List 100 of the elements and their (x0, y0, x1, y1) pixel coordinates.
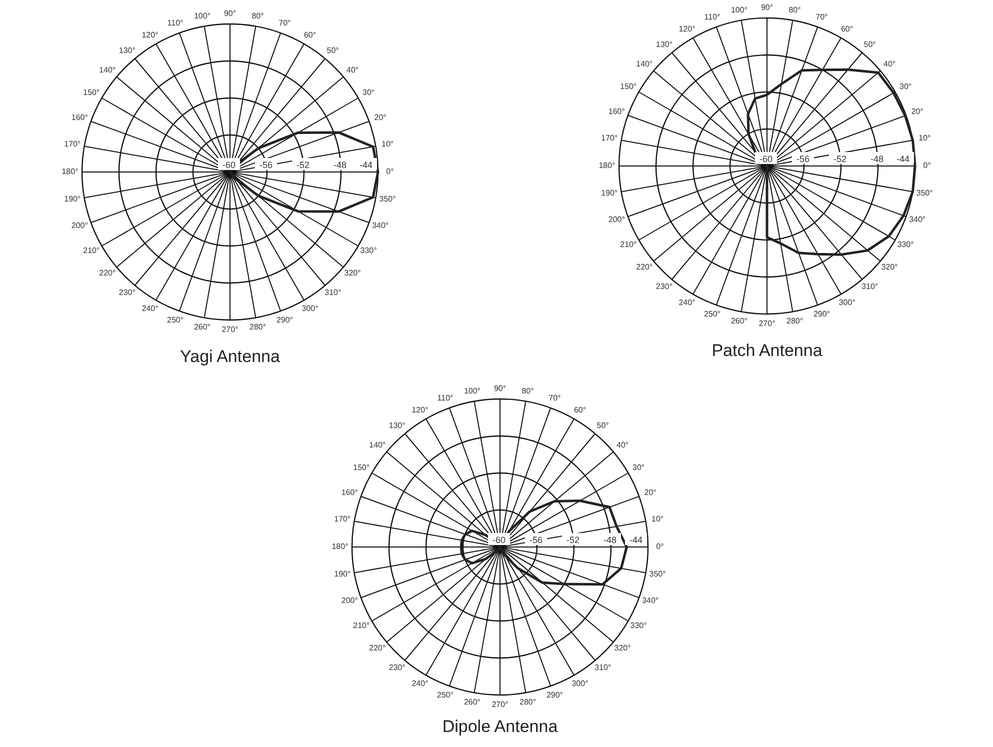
y-tick-label: -48 (333, 160, 347, 170)
spoke-label: 280° (520, 698, 536, 707)
spoke-label: 10° (652, 514, 664, 524)
y-tick-label: -60 (222, 160, 236, 170)
spoke-label: 0° (656, 542, 664, 552)
spoke-label: 240° (412, 678, 428, 688)
spoke-label: 140° (636, 60, 653, 69)
spoke-label: 130° (118, 46, 136, 56)
spoke-label: 10° (382, 140, 394, 149)
spoke-label: 300° (838, 298, 856, 307)
spoke-label: 320° (881, 262, 898, 272)
spoke-label: 100° (730, 6, 748, 15)
spoke-label: 320° (344, 268, 361, 278)
spoke-label: 270° (492, 700, 508, 710)
spoke-label: 150° (620, 82, 637, 92)
text: Dipole Antenna (442, 717, 558, 736)
spoke-label: 0° (386, 167, 394, 176)
spoke-label: 240° (142, 304, 158, 313)
y-tick-label: -48 (870, 154, 884, 164)
y-tick-label: -52 (296, 160, 310, 170)
spoke-label: 280° (786, 316, 804, 326)
spoke-label: 230° (118, 288, 136, 298)
spoke-label: 200° (608, 215, 625, 224)
spoke-label: 350° (916, 188, 933, 198)
spoke-label: 270° (222, 325, 238, 334)
spoke-label: 20° (911, 107, 924, 116)
spoke-label: 290° (546, 690, 563, 700)
spoke-label: 160° (341, 488, 358, 498)
spoke-label: 300° (572, 678, 588, 688)
spoke-label: 110° (437, 394, 454, 403)
spoke-label: 170° (601, 134, 618, 143)
y-tick-label: -44 (629, 535, 643, 545)
spoke-label: 330° (360, 246, 377, 256)
y-tick-label: -60 (759, 154, 773, 164)
spoke-label: 220° (369, 644, 386, 653)
spoke-label: 170° (64, 140, 81, 149)
spoke-label: 310° (324, 288, 342, 298)
spoke-label: 160° (608, 107, 625, 116)
spoke-label: 60° (304, 30, 316, 40)
y-tick-label: -56 (529, 535, 543, 545)
y-tick-label: -52 (833, 154, 847, 164)
y-tick-label: -44 (896, 154, 910, 164)
spoke-label: 30° (362, 88, 375, 98)
spoke-label: 300° (302, 304, 318, 313)
spoke-label: 340° (372, 221, 389, 230)
spoke-label: 100° (194, 12, 210, 21)
spoke-label: 50° (596, 421, 609, 430)
spoke-label: 250° (167, 316, 184, 325)
spoke-label: 170° (334, 514, 351, 524)
spoke-label: 310° (862, 282, 878, 292)
spoke-label: 260° (730, 316, 748, 326)
spoke-label: 340° (909, 215, 926, 224)
spoke-label: 250° (437, 690, 454, 700)
spoke-label: 0° (923, 161, 931, 170)
spoke-label: 80° (788, 6, 801, 15)
y-tick-label: -56 (259, 160, 273, 170)
y-tick-label: -44 (359, 160, 373, 170)
spoke-label: 260° (194, 322, 210, 332)
spoke-label: 190° (601, 188, 618, 198)
spoke-label: 90° (494, 384, 506, 394)
spoke-label: 350° (379, 194, 396, 204)
spoke-label: 130° (656, 40, 672, 50)
spoke-label: 70° (278, 18, 291, 28)
spoke-label: 330° (630, 621, 647, 630)
spoke-label: 280° (250, 322, 266, 332)
spoke-label: 200° (71, 221, 88, 230)
spoke-label: 60° (574, 405, 586, 414)
spoke-label: 30° (632, 463, 645, 472)
spoke-label: 120° (678, 24, 696, 34)
spoke-label: 140° (369, 440, 386, 450)
spoke-label: 310° (594, 663, 612, 672)
spoke-label: 130° (388, 421, 406, 430)
spoke-label: 10° (918, 134, 931, 143)
spoke-label: 190° (334, 570, 351, 579)
spoke-label: 120° (142, 30, 158, 40)
spoke-label: 180° (332, 542, 348, 552)
y-tick-label: -60 (492, 535, 506, 545)
spoke-label: 20° (374, 113, 386, 122)
spoke-label: 290° (276, 316, 293, 325)
spoke-label: 210° (353, 621, 370, 630)
spoke-label: 160° (71, 113, 88, 122)
spoke-label: 90° (760, 3, 774, 12)
spoke-label: 230° (388, 663, 406, 672)
spoke-label: 340° (642, 596, 659, 606)
text: Patch Antenna (712, 341, 823, 360)
spoke-label: 70° (816, 12, 828, 22)
spoke-label: 120° (412, 405, 428, 414)
spoke-label: 180° (62, 167, 78, 176)
spoke-label: 90° (224, 9, 236, 18)
spoke-label: 240° (678, 298, 696, 307)
spoke-label: 40° (346, 66, 359, 75)
spoke-label: 250° (704, 310, 721, 319)
spoke-label: 140° (99, 66, 116, 75)
spoke-label: 80° (522, 386, 534, 396)
spoke-label: 330° (897, 240, 914, 250)
spoke-label: 290° (813, 310, 830, 319)
spoke-label: 200° (341, 596, 358, 606)
spoke-label: 40° (884, 60, 896, 69)
spoke-label: 150° (83, 88, 100, 98)
y-tick-label: -48 (603, 535, 617, 545)
